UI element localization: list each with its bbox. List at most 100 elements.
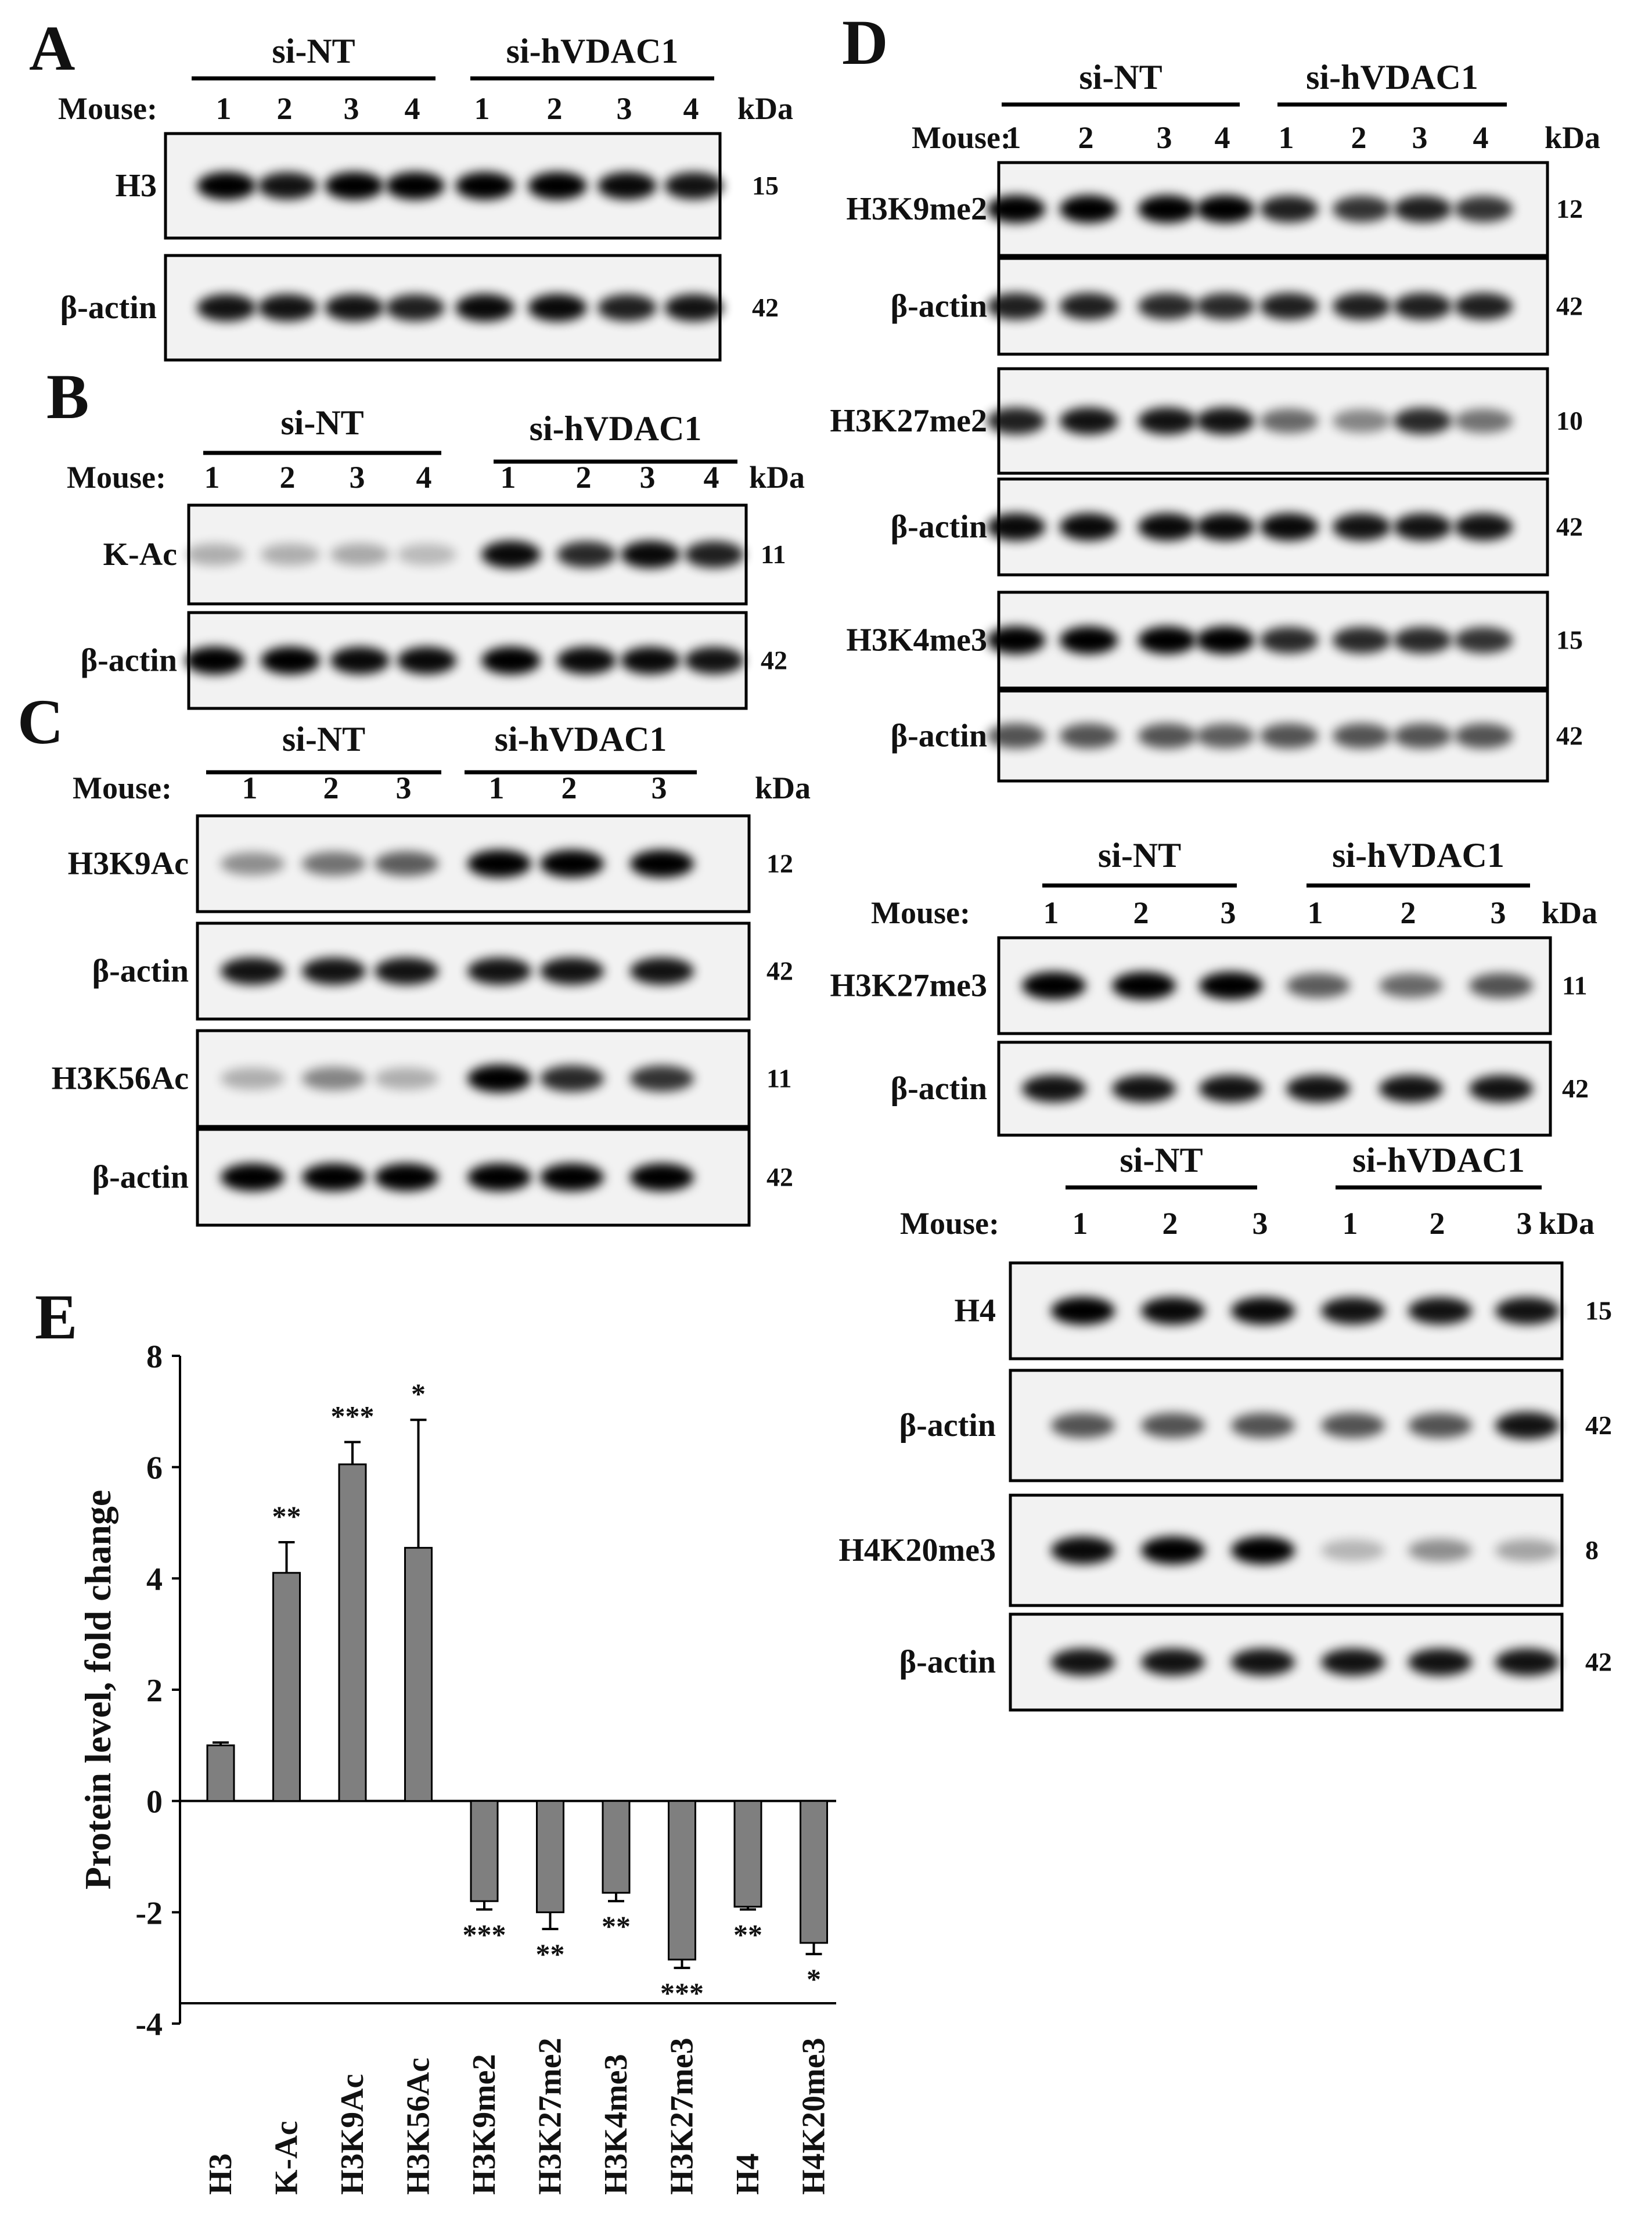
group-label-si-hvdac1: si-hVDAC1 bbox=[1332, 836, 1505, 874]
kda-label: kDa bbox=[1545, 120, 1600, 155]
lane-number: 2 bbox=[1162, 1206, 1178, 1241]
lane-number: 3 bbox=[1157, 120, 1172, 155]
blot-band bbox=[467, 1163, 531, 1192]
blot-band bbox=[1051, 1413, 1115, 1438]
significance-marker: * bbox=[807, 1963, 821, 1995]
kda-value: 42 bbox=[766, 956, 793, 986]
protein-label: β-actin bbox=[891, 718, 987, 754]
significance-marker: *** bbox=[660, 1977, 704, 2009]
panel-label-a: A bbox=[29, 13, 75, 84]
lane-number: 3 bbox=[640, 460, 656, 495]
group-label-si-nt: si-NT bbox=[1079, 58, 1162, 96]
kda-value: 42 bbox=[1562, 1074, 1589, 1103]
kda-value: 11 bbox=[766, 1064, 791, 1093]
blot-band bbox=[1022, 971, 1086, 1000]
blot-band bbox=[375, 1163, 438, 1192]
lane-number: 2 bbox=[576, 460, 592, 495]
lane-number: 2 bbox=[280, 460, 296, 495]
blot-band bbox=[481, 541, 541, 568]
blot-band bbox=[557, 541, 616, 568]
kda-value: 42 bbox=[1556, 291, 1583, 321]
protein-label: β-actin bbox=[899, 1408, 996, 1444]
blot-band bbox=[1393, 513, 1452, 541]
bar bbox=[668, 1800, 696, 1961]
lane-number: 1 bbox=[1043, 895, 1059, 930]
blot-band bbox=[258, 172, 317, 200]
blot-band bbox=[1059, 293, 1118, 320]
x-tick-label: H4 bbox=[730, 2153, 766, 2195]
blot-band bbox=[1454, 196, 1513, 222]
blot-band bbox=[1059, 626, 1118, 654]
group-label-si-nt: si-NT bbox=[280, 404, 363, 442]
blot-band bbox=[330, 646, 390, 675]
blot-band bbox=[1454, 723, 1513, 749]
protein-label: β-actin bbox=[60, 290, 157, 326]
x-tick-label: H3K9me2 bbox=[466, 2054, 502, 2195]
protein-label: H4 bbox=[954, 1293, 996, 1329]
kda-label: kDa bbox=[755, 771, 811, 805]
significance-marker: *** bbox=[331, 1400, 375, 1432]
blot-band bbox=[1332, 196, 1391, 222]
blot-band bbox=[540, 1065, 604, 1092]
kda-value: 11 bbox=[761, 539, 786, 569]
blot-band bbox=[375, 851, 438, 876]
blot-band bbox=[1059, 195, 1118, 223]
blot-band bbox=[1379, 973, 1443, 998]
blot-band bbox=[685, 541, 744, 568]
blot-band bbox=[598, 172, 657, 200]
blot-band bbox=[1199, 971, 1263, 1000]
protein-label: β-actin bbox=[899, 1644, 996, 1680]
protein-label: H4K20me3 bbox=[838, 1532, 996, 1568]
kda-value: 42 bbox=[766, 1162, 793, 1192]
blot-band bbox=[1393, 627, 1452, 654]
blot-band bbox=[1393, 408, 1452, 434]
blot-band bbox=[221, 852, 285, 876]
blot-band bbox=[987, 626, 1046, 654]
blot-band bbox=[375, 1067, 438, 1090]
lane-number: 2 bbox=[1133, 895, 1149, 930]
blot-band bbox=[1051, 1297, 1115, 1325]
lane-number: 2 bbox=[1430, 1206, 1445, 1241]
y-tick-label: -2 bbox=[135, 1895, 163, 1931]
group-label-si-nt: si-NT bbox=[1098, 836, 1181, 874]
blot-band bbox=[630, 849, 694, 878]
x-tick-label: H3K27me3 bbox=[664, 2038, 700, 2195]
protein-label: β-actin bbox=[92, 953, 189, 989]
blot-band bbox=[261, 543, 320, 566]
blot-band bbox=[1408, 1297, 1472, 1324]
protein-label: H3K9me2 bbox=[846, 191, 987, 227]
blot-panel-d2: si-NT si-hVDAC1 Mouse: 1 2 3 1 2 3 kDa H3K27me3 11 β… bbox=[830, 836, 1597, 1137]
blot-band bbox=[1259, 409, 1319, 433]
blot-band bbox=[1259, 627, 1319, 654]
group-label-si-hvdac1: si-hVDAC1 bbox=[1306, 58, 1478, 96]
blot-band bbox=[987, 513, 1046, 541]
blot-band bbox=[1231, 1648, 1295, 1676]
y-tick-label: 2 bbox=[146, 1673, 163, 1709]
blot-band bbox=[467, 849, 531, 878]
bar bbox=[536, 1800, 564, 1913]
blot-band bbox=[1138, 293, 1197, 320]
blot-band bbox=[1059, 513, 1118, 541]
x-tick-label: H3K27me2 bbox=[532, 2038, 568, 2195]
blot-band bbox=[1141, 1536, 1205, 1564]
blot-band bbox=[221, 1163, 285, 1192]
x-tick-label: H3K56Ac bbox=[401, 2058, 437, 2195]
mouse-label: Mouse: bbox=[67, 460, 166, 495]
kda-value: 42 bbox=[1585, 1647, 1612, 1677]
lane-number: 3 bbox=[1517, 1206, 1532, 1241]
lane-number: 3 bbox=[1221, 895, 1236, 930]
blot-band bbox=[455, 294, 514, 322]
mouse-label: Mouse: bbox=[58, 91, 157, 126]
blot-band bbox=[1495, 1539, 1559, 1562]
blot-band bbox=[397, 543, 456, 566]
blot-band bbox=[467, 957, 531, 985]
kda-value: 42 bbox=[761, 646, 787, 675]
blot-band bbox=[1408, 1413, 1472, 1438]
protein-label: H3K27me2 bbox=[830, 403, 987, 439]
blot-band bbox=[1138, 195, 1197, 223]
y-tick-label: 6 bbox=[146, 1450, 163, 1486]
blot-band bbox=[598, 294, 657, 322]
blot-band bbox=[1321, 1297, 1385, 1324]
